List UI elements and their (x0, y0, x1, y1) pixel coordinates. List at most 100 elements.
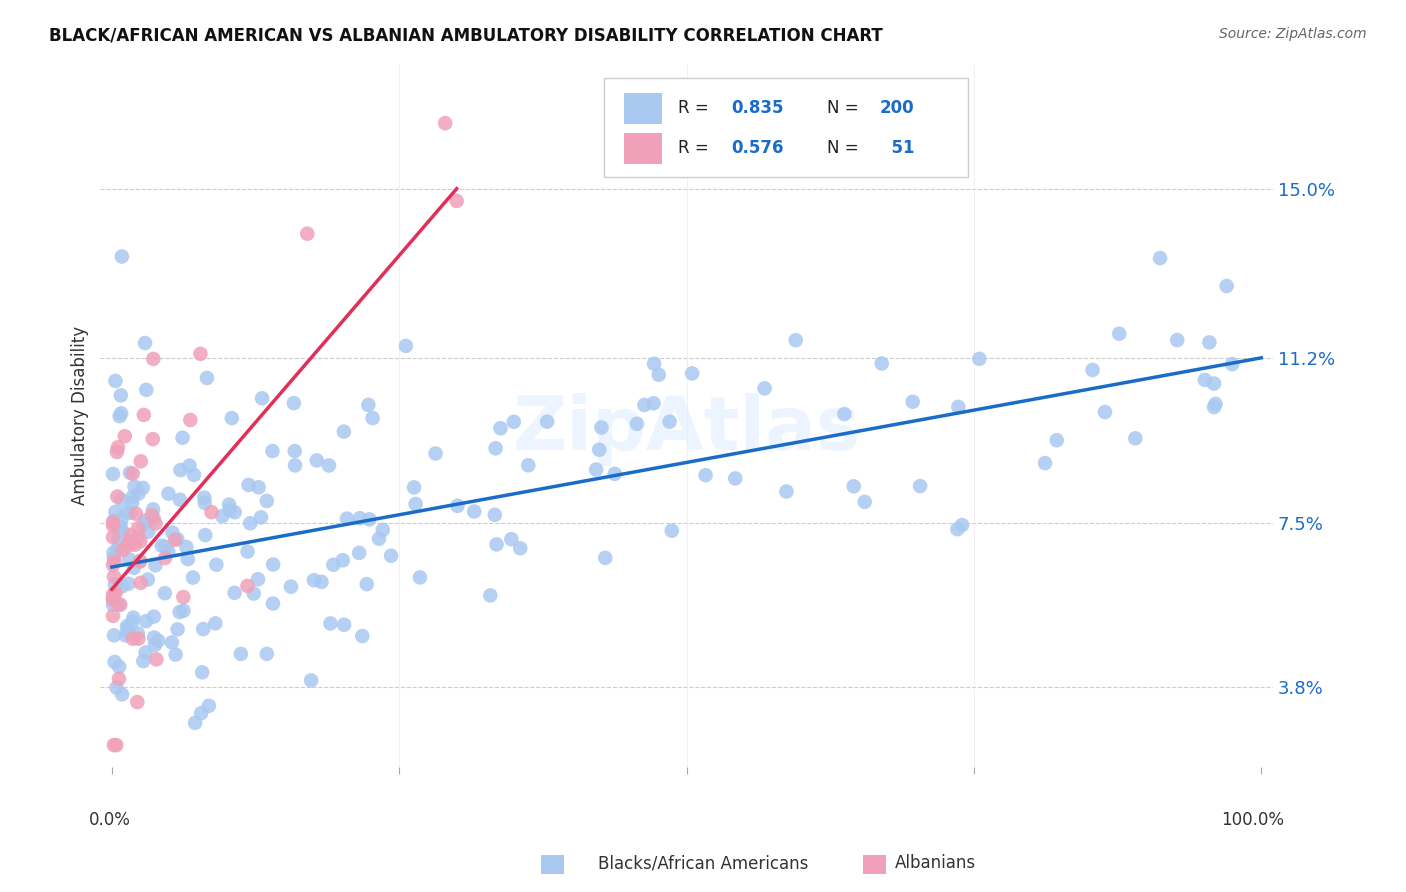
Point (134, 336, 156, 351)
Point (322, 558, 344, 572)
Point (347, 546, 370, 560)
Point (169, 492, 191, 507)
Point (103, 514, 125, 528)
Point (136, 573, 159, 587)
Point (120, 528, 142, 542)
Point (484, 442, 506, 456)
Point (117, 624, 139, 639)
Point (193, 491, 215, 505)
Text: 0.576: 0.576 (731, 139, 783, 158)
Point (108, 672, 131, 686)
Point (127, 521, 149, 535)
Point (172, 590, 194, 604)
Point (129, 454, 152, 468)
Point (166, 532, 188, 546)
Point (132, 517, 155, 532)
Point (153, 586, 176, 600)
Text: Source: ZipAtlas.com: Source: ZipAtlas.com (1219, 27, 1367, 41)
Point (194, 496, 217, 510)
Point (101, 515, 124, 529)
Point (121, 632, 143, 646)
Point (103, 569, 125, 583)
Point (107, 541, 129, 556)
Point (101, 558, 124, 572)
Point (184, 715, 207, 730)
Point (101, 598, 124, 612)
Point (103, 546, 125, 560)
Point (198, 698, 221, 713)
Point (108, 598, 131, 612)
Point (434, 116, 457, 130)
Point (239, 516, 262, 531)
Point (121, 615, 143, 629)
Point (101, 530, 124, 544)
Point (105, 738, 128, 752)
Point (336, 511, 359, 525)
Point (229, 647, 252, 661)
Point (305, 453, 328, 467)
Point (110, 598, 132, 612)
Point (195, 371, 218, 385)
Point (1094, 405, 1116, 419)
Point (204, 616, 226, 631)
Point (842, 479, 865, 493)
Point (114, 429, 136, 443)
Point (359, 512, 381, 526)
Point (950, 518, 973, 533)
Point (648, 368, 671, 382)
Point (1202, 400, 1225, 414)
Point (242, 586, 264, 600)
FancyBboxPatch shape (624, 133, 662, 164)
Point (129, 534, 152, 549)
Point (250, 391, 273, 405)
Point (658, 415, 681, 429)
Point (101, 467, 124, 481)
Point (1033, 456, 1056, 470)
Text: N =: N = (827, 139, 865, 158)
Text: 100.0%: 100.0% (1222, 811, 1285, 829)
Point (194, 528, 217, 542)
Point (117, 576, 139, 591)
Point (870, 357, 893, 371)
Point (129, 575, 152, 590)
Point (502, 415, 524, 429)
Point (157, 544, 180, 558)
Point (121, 495, 143, 509)
Point (333, 617, 356, 632)
Text: R =: R = (678, 99, 714, 118)
Point (1220, 357, 1243, 371)
Point (105, 518, 128, 533)
Point (132, 481, 155, 495)
Point (129, 554, 152, 568)
Point (247, 480, 270, 494)
Point (236, 579, 259, 593)
Point (485, 537, 508, 551)
Point (517, 458, 540, 473)
Point (681, 367, 703, 381)
Point (380, 549, 402, 563)
Point (349, 511, 371, 525)
Point (103, 628, 125, 642)
Text: 0.0%: 0.0% (89, 811, 131, 829)
Point (127, 632, 149, 646)
Point (853, 495, 876, 509)
Point (141, 508, 163, 523)
Point (118, 466, 141, 480)
FancyBboxPatch shape (605, 78, 967, 177)
Point (224, 505, 246, 519)
Point (901, 394, 924, 409)
Point (145, 516, 167, 531)
Point (402, 480, 425, 494)
Point (191, 665, 214, 680)
Point (136, 524, 159, 539)
Point (224, 586, 246, 600)
Text: BLACK/AFRICAN AMERICAN VS ALBANIAN AMBULATORY DISABILITY CORRELATION CHART: BLACK/AFRICAN AMERICAN VS ALBANIAN AMBUL… (49, 27, 883, 45)
Point (124, 538, 146, 552)
Point (162, 525, 184, 540)
Point (211, 509, 233, 524)
Point (117, 539, 139, 553)
Point (318, 458, 340, 473)
Point (395, 339, 418, 353)
Point (127, 695, 149, 709)
Point (256, 494, 278, 508)
